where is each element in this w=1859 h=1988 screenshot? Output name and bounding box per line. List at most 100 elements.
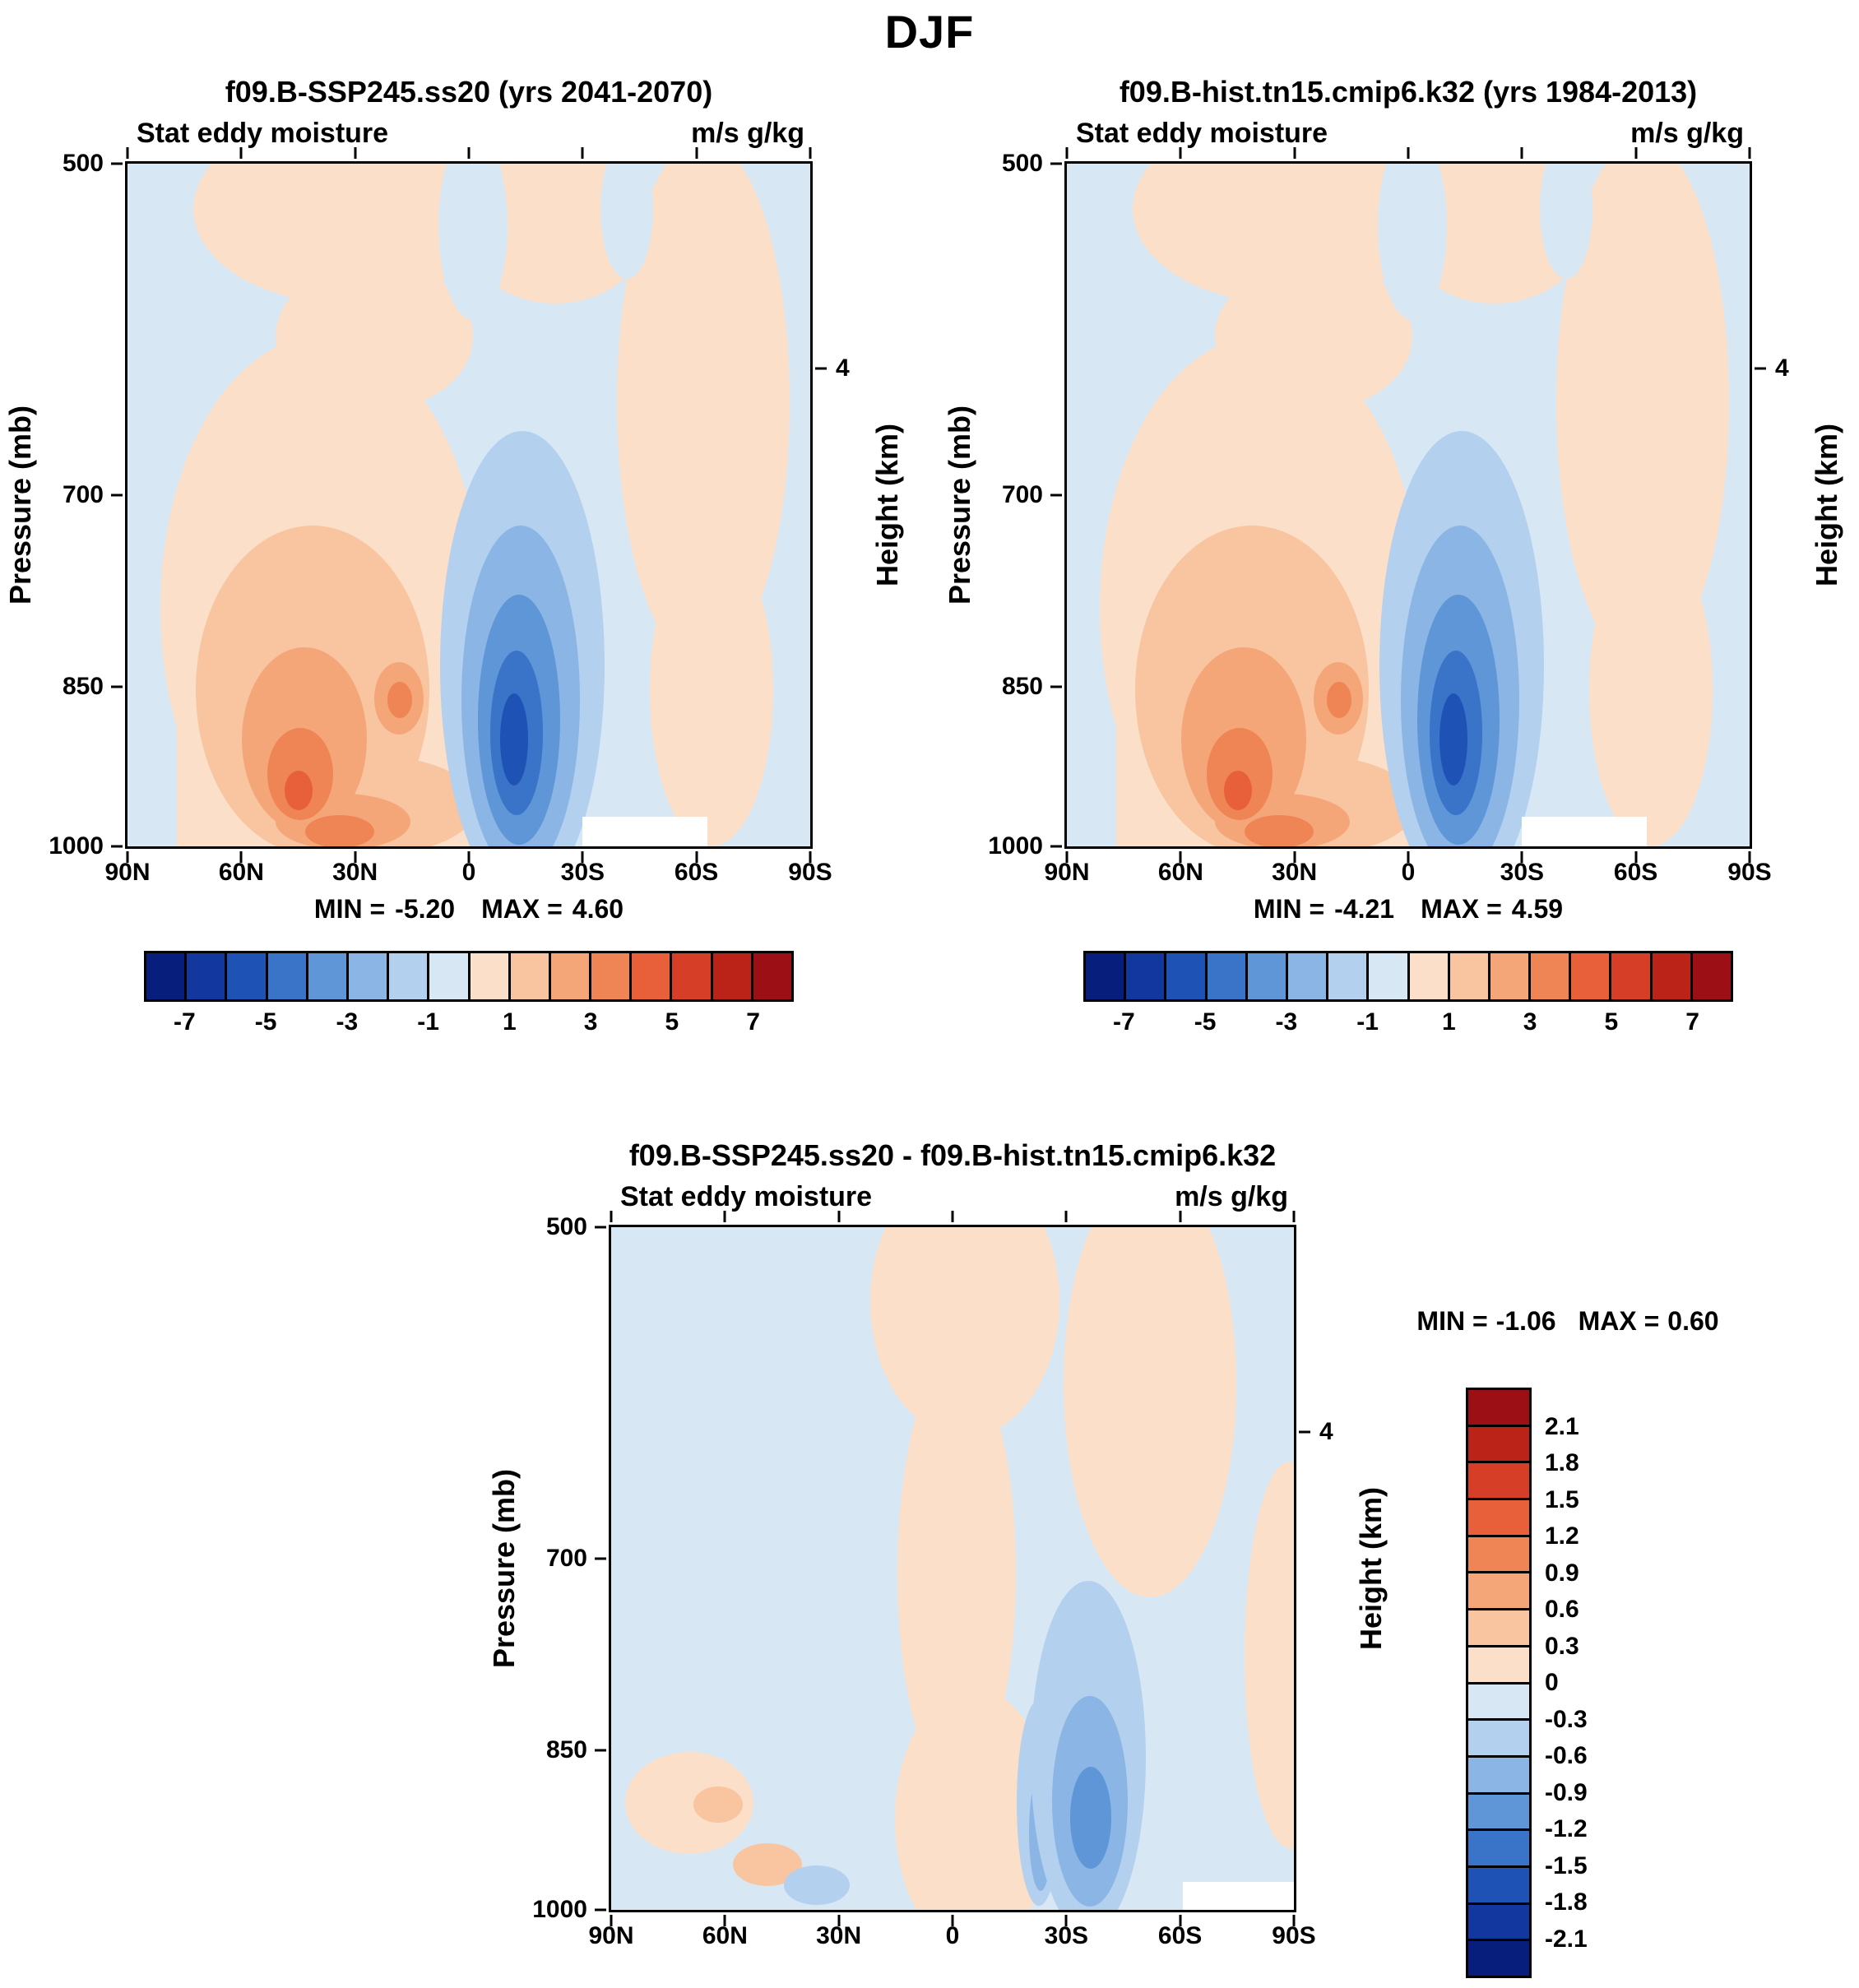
subtitle-row: Stat eddy moisture m/s g/kg xyxy=(125,114,813,161)
tick-mark xyxy=(595,1749,606,1752)
figure-title: DJF xyxy=(884,6,975,58)
colorbar-tick-label: -1.8 xyxy=(1545,1888,1588,1916)
x-tick-label: 30N xyxy=(816,1922,862,1949)
colorbar-tick-label: 7 xyxy=(746,1008,760,1036)
colorbar-labels: -7 -5 -3 -1 1 3 5 7 xyxy=(1083,1008,1733,1043)
stat-min-value: -5.20 xyxy=(395,894,456,924)
colorbar-cell xyxy=(510,953,551,999)
contour-field xyxy=(127,164,810,846)
colorbar-tick-label: 0 xyxy=(1545,1669,1559,1696)
panel-title: f09.B-SSP245.ss20 (yrs 2041-2070) xyxy=(225,75,713,109)
tick-mark xyxy=(1292,1915,1296,1926)
stat-max-value: 4.59 xyxy=(1511,894,1564,924)
panel-diff: f09.B-SSP245.ss20 - f09.B-hist.tn15.cmip… xyxy=(485,1133,1395,1978)
colorbar-tick-label: 0.3 xyxy=(1545,1632,1579,1660)
colorbar-cell xyxy=(227,953,268,999)
tick-mark xyxy=(723,1211,726,1222)
tick-mark xyxy=(1064,1915,1068,1926)
x-tick-label: 30N xyxy=(332,859,378,886)
stat-min-value: -4.21 xyxy=(1334,894,1395,924)
tick-mark xyxy=(1407,147,1410,159)
tick-mark xyxy=(126,147,129,159)
tick-mark xyxy=(1050,162,1062,165)
tick-mark xyxy=(837,1211,841,1222)
colorbar-tick-label: -5 xyxy=(1194,1008,1217,1036)
y-tick-label: 700 xyxy=(545,1545,587,1573)
colorbar-cell xyxy=(1166,953,1208,999)
stats: MIN = -4.21 MAX = 4.59 xyxy=(1064,888,1752,929)
stat-min-label: MIN = xyxy=(313,894,386,924)
tick-mark xyxy=(239,851,243,863)
tick-mark xyxy=(1755,367,1766,370)
colorbar-tick-label: 0.6 xyxy=(1545,1596,1579,1623)
colorbar-tick-label: -2.1 xyxy=(1545,1925,1588,1953)
tick-mark xyxy=(1293,147,1296,159)
field-label: Stat eddy moisture xyxy=(137,118,389,149)
colorbar-cell xyxy=(1207,953,1248,999)
colorbar-cell xyxy=(1468,1721,1529,1758)
colorbar-tick-label: 3 xyxy=(583,1008,598,1036)
tick-mark xyxy=(354,147,357,159)
colorbar-cell xyxy=(1468,1794,1529,1832)
y2-axis-title: Height (km) xyxy=(1810,424,1843,586)
contour-field xyxy=(611,1227,1294,1910)
tick-mark xyxy=(695,851,698,863)
tick-mark xyxy=(239,147,243,159)
colorbar-cell xyxy=(1490,953,1532,999)
y-tick-label: 1000 xyxy=(532,1896,587,1923)
diff-colorbar-block: MIN = -1.06 MAX = 0.60 2.1 1.8 1.5 1.2 0.9 0.6 0.… xyxy=(1412,1133,1724,1978)
y-axis: Pressure (mb) 500 700 850 1000 xyxy=(485,1213,609,1923)
colorbar-tick-label: 1 xyxy=(503,1008,517,1036)
tick-mark xyxy=(951,1915,954,1926)
colorbar-tick-label: 0.9 xyxy=(1545,1559,1579,1587)
colorbar-cell xyxy=(1652,953,1693,999)
x-tick-label: 60S xyxy=(674,859,719,886)
tick-mark xyxy=(1748,147,1751,159)
tick-mark xyxy=(610,1915,613,1926)
colorbar-cell xyxy=(1409,953,1450,999)
colorbar-cell xyxy=(1328,953,1370,999)
plot-row: Pressure (mb) 500 700 850 1000 Height (km) … xyxy=(485,1211,1395,1926)
units-label: m/s g/kg xyxy=(691,118,804,149)
colorbar-cell xyxy=(1468,1463,1529,1501)
tick-mark xyxy=(815,367,827,370)
colorbar-cell xyxy=(1468,1867,1529,1905)
colorbar-tick-label: 1.8 xyxy=(1545,1449,1579,1476)
colorbar-cell xyxy=(267,953,308,999)
diff-colorbar-cells xyxy=(1466,1388,1532,1978)
tick-mark xyxy=(809,851,812,863)
tick-mark xyxy=(1050,685,1062,688)
plot-area xyxy=(111,147,827,863)
tick-mark xyxy=(951,1211,954,1222)
y-tick-label: 500 xyxy=(62,150,104,177)
x-tick-label: 60S xyxy=(1613,859,1658,886)
x-tick-label: 30S xyxy=(1044,1922,1089,1949)
colorbar: -7 -5 -3 -1 1 3 5 7 xyxy=(125,951,813,1043)
colorbar-tick-label: -5 xyxy=(254,1008,277,1036)
tick-mark xyxy=(610,1211,613,1222)
colorbar-cell xyxy=(550,953,592,999)
x-tick-label: 90N xyxy=(588,1922,634,1949)
x-tick-labels: 90N 60N 30N 0 30S 60S 90S xyxy=(588,1912,1315,1952)
colorbar: -7 -5 -3 -1 1 3 5 7 xyxy=(1064,951,1752,1043)
contour-field xyxy=(1067,164,1750,846)
colorbar-cell xyxy=(429,953,471,999)
colorbar-tick-label: -3 xyxy=(1275,1008,1298,1036)
plot-area xyxy=(1050,147,1766,863)
stat-min-value: -1.06 xyxy=(1495,1306,1556,1336)
y-axis: Pressure (mb) 500 700 850 1000 xyxy=(2,150,125,860)
colorbar-cell xyxy=(1692,953,1731,999)
colorbar-cell xyxy=(146,953,188,999)
stat-max-label: MAX = xyxy=(1421,894,1502,924)
colorbar-tick-label: 1 xyxy=(1442,1008,1456,1036)
y-tick-label: 850 xyxy=(1001,672,1043,700)
colorbar-cell xyxy=(1369,953,1410,999)
y-axis-title: Pressure (mb) xyxy=(487,1468,521,1669)
plot-row: Pressure (mb) 500 700 850 1000 Height (km) … xyxy=(941,147,1851,863)
colorbar-cell xyxy=(1468,1757,1529,1795)
units-label: m/s g/kg xyxy=(1630,118,1744,149)
colorbar-tick-label: -1.2 xyxy=(1545,1815,1588,1842)
field-label: Stat eddy moisture xyxy=(1076,118,1328,149)
tick-mark xyxy=(1065,147,1069,159)
